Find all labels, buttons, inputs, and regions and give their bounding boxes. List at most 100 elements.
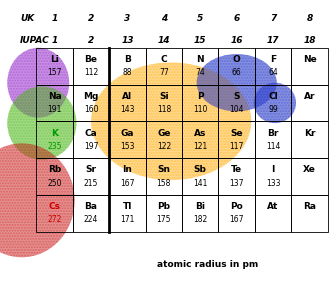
Text: Al: Al bbox=[122, 92, 133, 101]
Text: 88: 88 bbox=[123, 68, 132, 77]
Text: 99: 99 bbox=[268, 105, 278, 114]
Bar bbox=[37, 195, 73, 231]
Text: 171: 171 bbox=[120, 215, 135, 224]
Bar bbox=[109, 195, 146, 231]
Bar bbox=[291, 158, 328, 195]
Text: Li: Li bbox=[50, 55, 59, 64]
Bar bbox=[146, 195, 182, 231]
Bar bbox=[146, 48, 182, 85]
Text: 2: 2 bbox=[88, 14, 94, 23]
Text: Sr: Sr bbox=[85, 165, 96, 174]
Text: B: B bbox=[124, 55, 131, 64]
Bar bbox=[182, 121, 218, 158]
Text: 191: 191 bbox=[48, 105, 62, 114]
Bar bbox=[73, 195, 109, 231]
Ellipse shape bbox=[91, 63, 251, 180]
Bar bbox=[73, 158, 109, 195]
Bar bbox=[218, 195, 255, 231]
Text: 5: 5 bbox=[197, 14, 203, 23]
Text: 15: 15 bbox=[194, 36, 206, 45]
Text: Po: Po bbox=[230, 202, 243, 211]
Bar bbox=[255, 121, 291, 158]
Text: At: At bbox=[267, 202, 279, 211]
Text: 17: 17 bbox=[267, 36, 279, 45]
Text: 141: 141 bbox=[193, 179, 207, 188]
Text: 158: 158 bbox=[157, 179, 171, 188]
Text: 153: 153 bbox=[120, 142, 135, 151]
Bar bbox=[255, 195, 291, 231]
Text: 224: 224 bbox=[84, 215, 98, 224]
Text: 18: 18 bbox=[303, 36, 316, 45]
Text: Be: Be bbox=[84, 55, 97, 64]
Text: Pb: Pb bbox=[157, 202, 171, 211]
Bar bbox=[182, 158, 218, 195]
Text: Ca: Ca bbox=[85, 128, 97, 138]
Text: P: P bbox=[197, 92, 204, 101]
Bar bbox=[109, 85, 146, 121]
Text: IUPAC: IUPAC bbox=[20, 36, 50, 45]
Ellipse shape bbox=[254, 83, 296, 123]
Text: Ra: Ra bbox=[303, 202, 316, 211]
Text: 1: 1 bbox=[52, 36, 58, 45]
Bar bbox=[109, 48, 146, 85]
Text: 133: 133 bbox=[266, 179, 280, 188]
Bar bbox=[218, 158, 255, 195]
Bar bbox=[182, 48, 218, 85]
Text: I: I bbox=[271, 165, 275, 174]
Text: 122: 122 bbox=[157, 142, 171, 151]
Text: 114: 114 bbox=[266, 142, 280, 151]
Text: Si: Si bbox=[159, 92, 169, 101]
Text: 7: 7 bbox=[270, 14, 276, 23]
Bar bbox=[109, 121, 146, 158]
Text: 137: 137 bbox=[229, 179, 244, 188]
Text: 16: 16 bbox=[230, 36, 243, 45]
Text: 215: 215 bbox=[84, 179, 98, 188]
Bar bbox=[218, 85, 255, 121]
Text: F: F bbox=[270, 55, 276, 64]
Text: 3: 3 bbox=[124, 14, 131, 23]
Text: In: In bbox=[123, 165, 132, 174]
Text: S: S bbox=[233, 92, 240, 101]
Text: Cs: Cs bbox=[49, 202, 61, 211]
Text: Tl: Tl bbox=[123, 202, 132, 211]
Text: Na: Na bbox=[48, 92, 62, 101]
Text: 110: 110 bbox=[193, 105, 207, 114]
Bar bbox=[218, 121, 255, 158]
Bar bbox=[255, 85, 291, 121]
Bar bbox=[73, 121, 109, 158]
Text: 167: 167 bbox=[120, 179, 135, 188]
Bar bbox=[146, 121, 182, 158]
Bar bbox=[37, 85, 73, 121]
Bar bbox=[291, 195, 328, 231]
Bar bbox=[37, 48, 73, 85]
Bar bbox=[182, 85, 218, 121]
Text: 74: 74 bbox=[195, 68, 205, 77]
Text: Rb: Rb bbox=[48, 165, 61, 174]
Text: 157: 157 bbox=[47, 68, 62, 77]
Text: 112: 112 bbox=[84, 68, 98, 77]
Bar bbox=[73, 48, 109, 85]
Text: 2: 2 bbox=[88, 36, 94, 45]
Text: 272: 272 bbox=[48, 215, 62, 224]
Bar bbox=[146, 85, 182, 121]
Text: Ga: Ga bbox=[121, 128, 134, 138]
Text: Mg: Mg bbox=[83, 92, 99, 101]
Bar bbox=[218, 48, 255, 85]
Text: 160: 160 bbox=[84, 105, 98, 114]
Bar bbox=[255, 158, 291, 195]
Bar bbox=[37, 121, 73, 158]
Text: 77: 77 bbox=[159, 68, 169, 77]
Text: Br: Br bbox=[267, 128, 279, 138]
Text: Sb: Sb bbox=[194, 165, 207, 174]
Text: K: K bbox=[51, 128, 58, 138]
Text: Se: Se bbox=[230, 128, 243, 138]
Text: Ba: Ba bbox=[84, 202, 97, 211]
Text: 118: 118 bbox=[157, 105, 171, 114]
Bar bbox=[146, 158, 182, 195]
Ellipse shape bbox=[7, 86, 76, 160]
Text: Ne: Ne bbox=[303, 55, 316, 64]
Text: Ge: Ge bbox=[157, 128, 171, 138]
Text: Bi: Bi bbox=[195, 202, 205, 211]
Text: O: O bbox=[233, 55, 241, 64]
Text: N: N bbox=[196, 55, 204, 64]
